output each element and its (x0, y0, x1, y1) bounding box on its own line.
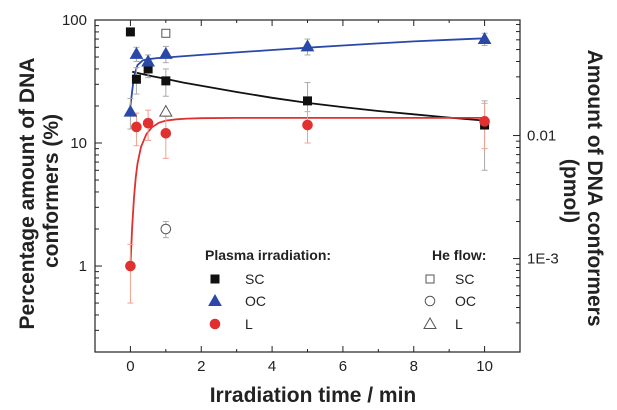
y-right-tick-label: 0.01 (527, 128, 556, 145)
legend-marker-plasma-l (209, 318, 221, 330)
data-point-plasma-oc (158, 46, 173, 59)
data-point-plasma-oc (477, 32, 492, 45)
fit-line-l (129, 117, 485, 267)
legend-marker-plasma-oc (208, 293, 222, 306)
x-tick-label: 10 (476, 358, 493, 375)
data-point-plasma-oc (141, 54, 155, 67)
legend-label-plasma-sc: SC (245, 271, 264, 287)
legend-label-plasma-oc: OC (245, 293, 266, 309)
data-point-plasma-l (302, 119, 313, 131)
y-right-tick-label: 1E-3 (527, 251, 559, 268)
y-axis-right-title-line-1: Amount of DNA conformers (583, 50, 606, 327)
data-point-he-flow-sc (161, 28, 171, 38)
x-tick-label: 2 (197, 358, 205, 375)
data-point-plasma-l (479, 116, 490, 127)
data-point-plasma-l (131, 121, 142, 133)
data-point-plasma-sc (125, 27, 135, 37)
y-axis-right-title-line-2: (pmol) (559, 159, 582, 223)
x-tick-label: 6 (339, 358, 347, 375)
legend-label-he-flow-oc: OC (455, 293, 476, 309)
legend-marker-he-flow-oc (424, 295, 436, 307)
y-axis-left-title-line-2: conformers (%) (40, 114, 63, 268)
y-left-tick-label: 10 (70, 135, 87, 152)
data-point-plasma-l (125, 260, 136, 272)
data-point-plasma-oc (123, 104, 138, 117)
fit-line-oc (129, 37, 485, 107)
data-point-plasma-oc (129, 46, 144, 59)
y-left-tick-label: 100 (62, 12, 87, 29)
y-axis-right-title: Amount of DNA conformers (pmol) (559, 50, 606, 333)
legend-marker-he-flow-l (423, 316, 437, 329)
data-point-plasma-sc (161, 76, 171, 86)
x-tick-label: 8 (410, 358, 418, 375)
y-axis-left-title: Percentage amount of DNA conformers (%) (16, 53, 63, 330)
y-axis-left-title-line-1: Percentage amount of DNA (16, 58, 39, 330)
x-axis-title: Irradiation time / min (210, 384, 417, 407)
fit-line-sc (132, 70, 485, 122)
legend-title-plasma: Plasma irradiation: (205, 247, 331, 263)
x-tick-label: 0 (126, 358, 134, 375)
legend-title-he-flow: He flow: (432, 247, 486, 263)
legend-label-he-flow-sc: SC (455, 271, 474, 287)
legend-label-he-flow-l: L (455, 316, 463, 332)
data-point-plasma-sc (131, 74, 141, 84)
data-point-he-flow-l (158, 104, 173, 117)
legend-label-plasma-l: L (245, 316, 253, 332)
data-point-he-flow-oc (160, 223, 172, 235)
x-tick-label: 4 (268, 358, 276, 375)
legend-marker-plasma-sc (210, 274, 220, 284)
data-point-plasma-oc (300, 39, 315, 52)
data-point-plasma-l (142, 117, 154, 129)
data-point-plasma-sc (303, 96, 312, 106)
legend-marker-he-flow-sc (425, 274, 435, 284)
data-point-plasma-l (160, 127, 172, 139)
y-left-tick-label: 1 (79, 258, 87, 275)
